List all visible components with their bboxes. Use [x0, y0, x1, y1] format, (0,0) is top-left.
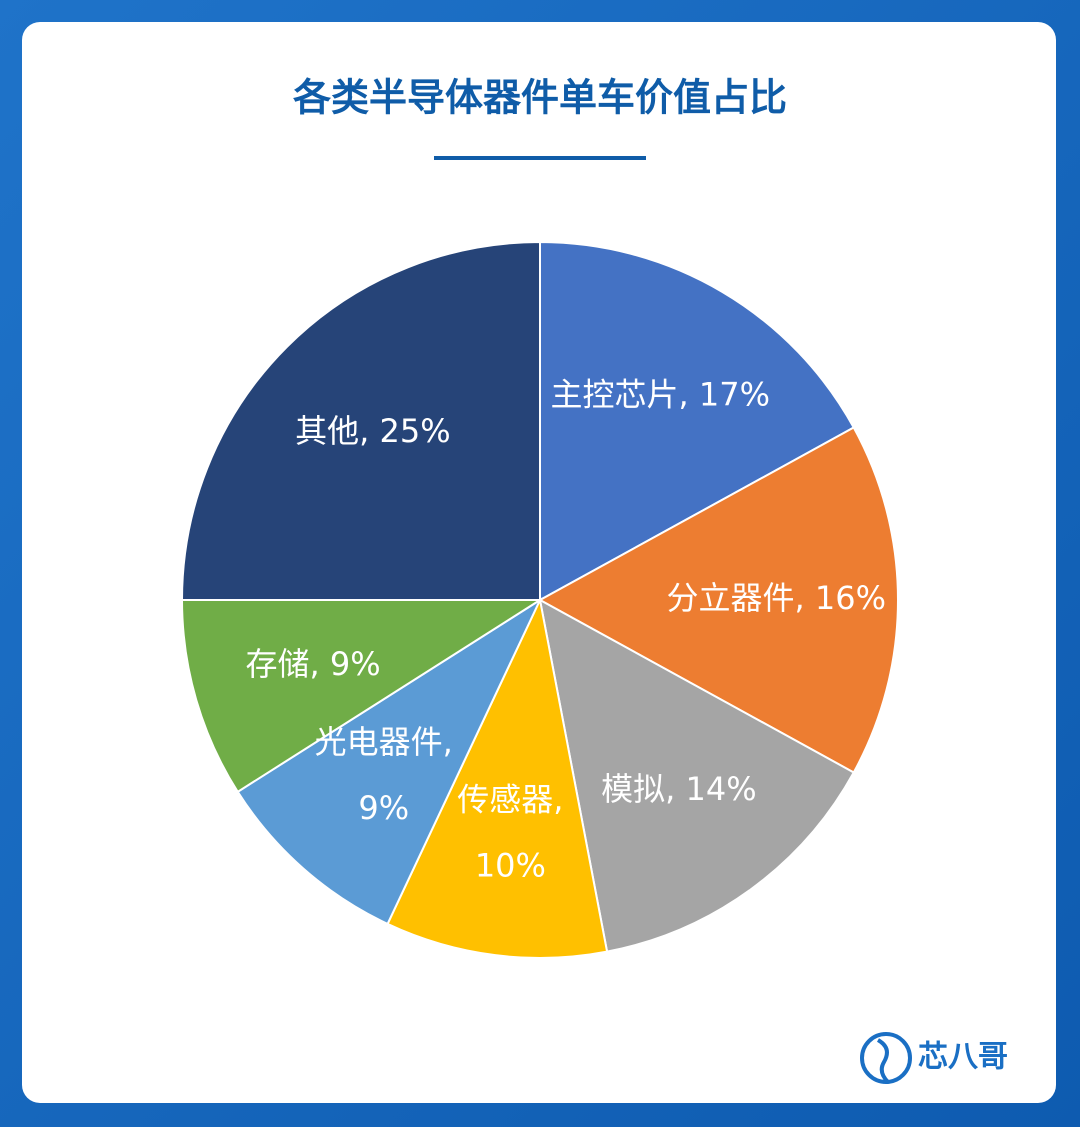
data-label: 模拟, 14% — [601, 770, 756, 808]
chart-title: 各类半导体器件单车价值占比 — [293, 76, 787, 120]
pie-slice — [180, 240, 541, 601]
data-label: 其他, 25% — [295, 412, 450, 450]
data-label: 存储, 9% — [246, 645, 381, 683]
data-label: 分立器件, 16% — [667, 579, 886, 617]
brand-name: 芯八哥 — [918, 1040, 1008, 1075]
data-label: 传感器, — [457, 780, 563, 818]
pie-slice — [180, 599, 544, 794]
logo-bird — [876, 1038, 890, 1084]
data-label: 光电器件, — [315, 723, 453, 761]
title-underline — [434, 156, 646, 160]
pie-slice — [538, 598, 856, 953]
pie-slice — [539, 240, 856, 602]
pie-slice — [386, 596, 609, 959]
data-label: 10% — [475, 846, 546, 884]
pie-slice — [537, 426, 899, 774]
data-label: 9% — [358, 789, 409, 827]
pie-slice — [236, 597, 543, 926]
brand-logo: 芯八哥 — [860, 1032, 1008, 1084]
data-label: 主控芯片, 17% — [551, 376, 770, 414]
